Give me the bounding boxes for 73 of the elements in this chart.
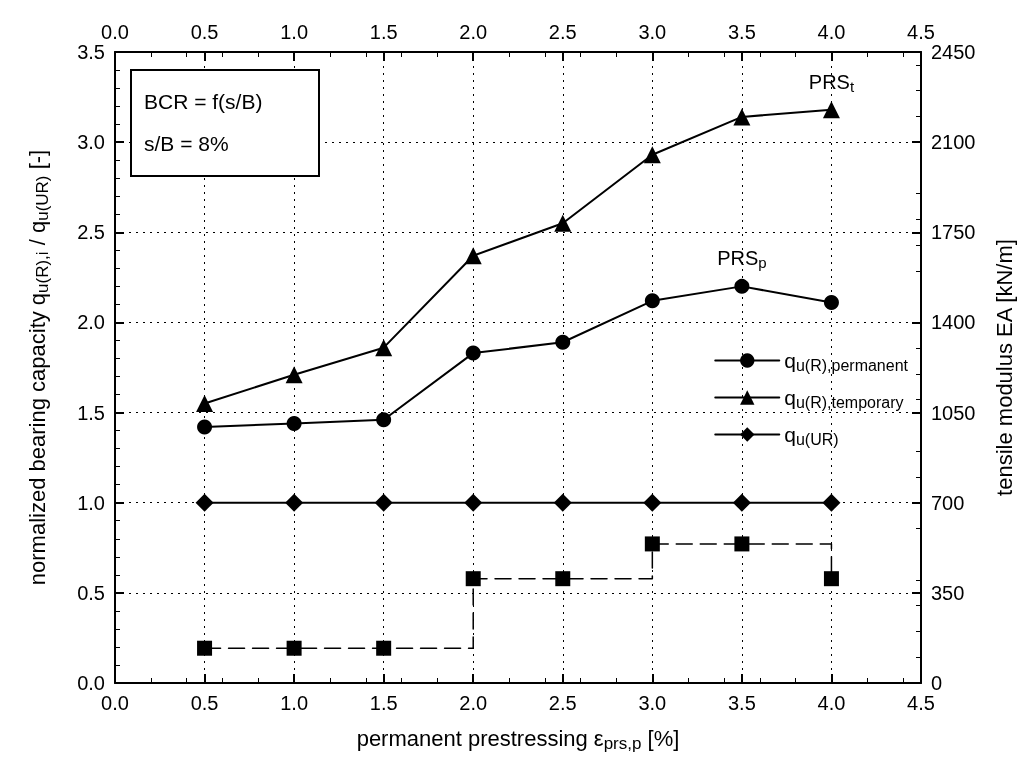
x2-tick-label: 2.5: [548, 21, 577, 43]
point: [822, 493, 841, 512]
point: [555, 334, 571, 350]
point: [644, 536, 660, 552]
y-tick-label: 3.5: [77, 41, 105, 63]
point: [555, 571, 571, 587]
x2-tick-label: 1.0: [280, 21, 309, 43]
y2-tick-label: 350: [931, 581, 965, 604]
y-tick-label: 1.5: [77, 401, 105, 424]
point: [734, 278, 750, 294]
x-tick-label: 2.5: [548, 692, 577, 714]
y-tick-label: 0.0: [77, 672, 105, 694]
x-tick-label: 0.0: [101, 692, 129, 714]
y2-tick-label: 700: [931, 491, 965, 514]
point: [734, 536, 750, 552]
y-axis-title: normalized bearing capacity qu(R),i / qu(UR) [-]: [25, 149, 52, 586]
x-tick-label: 0.5: [190, 692, 219, 714]
y2-tick-label: 1050: [931, 401, 976, 424]
point: [464, 493, 483, 512]
point: [195, 493, 214, 512]
point: [376, 640, 392, 656]
y-tick-label: 2.0: [77, 311, 105, 334]
x2-tick-label: 2.0: [459, 21, 488, 43]
point: [644, 293, 660, 309]
y2-tick-label: 0: [931, 672, 943, 694]
y-tick-label: 2.5: [77, 221, 105, 244]
point: [822, 101, 840, 119]
point: [197, 640, 213, 656]
note-box: BCR = f(s/B) s/B = 8%: [130, 69, 320, 177]
point: [823, 295, 839, 311]
x2-tick-label: 3.5: [727, 21, 756, 43]
point: [643, 493, 662, 512]
x2-tick-label: 0.0: [101, 21, 129, 43]
x-tick-label: 2.0: [459, 692, 488, 714]
point: [464, 247, 482, 265]
point: [465, 571, 481, 587]
point: [197, 419, 213, 435]
point: [732, 493, 751, 512]
point: [285, 366, 303, 384]
point: [643, 146, 661, 164]
point: [553, 493, 572, 512]
y-tick-label: 3.0: [77, 131, 105, 154]
point: [733, 108, 751, 126]
x2-tick-label: 1.5: [369, 21, 398, 43]
x2-tick-label: 4.0: [817, 21, 846, 43]
y2-tick-label: 2100: [931, 131, 976, 154]
y-tick-label: 1.0: [77, 491, 105, 514]
x2-tick-label: 0.5: [190, 21, 219, 43]
point: [196, 395, 214, 413]
y2-tick-label: 1750: [931, 221, 976, 244]
x-tick-label: 1.5: [369, 692, 398, 714]
annotation: BCR = f(s/B): [144, 89, 264, 115]
point: [286, 640, 302, 656]
point: [285, 493, 304, 512]
point: [554, 214, 572, 232]
point: [465, 345, 481, 361]
y2-axis-title: tensile modulus EA [kN/m]: [991, 239, 1017, 496]
x-tick-label: 1.0: [280, 692, 309, 714]
x-tick-label: 3.5: [727, 692, 756, 714]
x-tick-label: 3.0: [638, 692, 667, 714]
y-tick-label: 0.5: [77, 581, 105, 604]
point: [376, 412, 392, 428]
y2-tick-label: 2450: [931, 41, 976, 63]
x-tick-label: 4.0: [817, 692, 846, 714]
point: [286, 415, 302, 431]
annotation: s/B = 8%: [144, 131, 230, 157]
x2-tick-label: 3.0: [638, 21, 667, 43]
point: [823, 571, 839, 587]
x-tick-label: 4.5: [907, 692, 935, 714]
x2-tick-label: 4.5: [907, 21, 935, 43]
y2-tick-label: 1400: [931, 311, 976, 334]
point: [375, 339, 393, 357]
point: [374, 493, 393, 512]
